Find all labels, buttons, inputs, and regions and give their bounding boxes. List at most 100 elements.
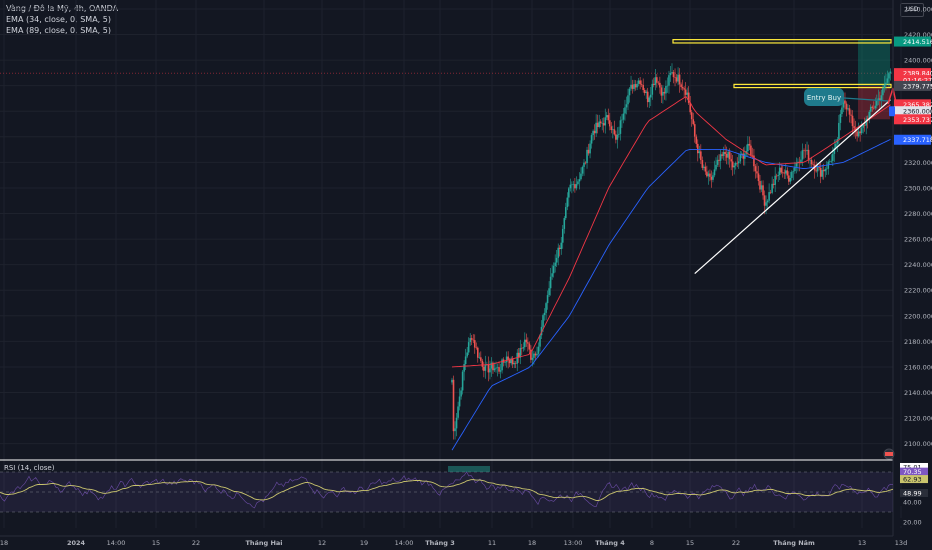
- candle-body: [704, 166, 707, 172]
- candle-body: [734, 162, 737, 166]
- candle-body: [847, 108, 849, 110]
- candle-body: [874, 105, 877, 109]
- candle-body: [551, 273, 553, 277]
- candle-body: [724, 151, 726, 154]
- candle-body: [595, 122, 597, 134]
- candle-body: [712, 175, 714, 180]
- candle-body: [721, 154, 723, 156]
- candle-body: [809, 159, 811, 161]
- price-tick-label: 2280.000: [904, 210, 932, 218]
- candle-body: [709, 173, 711, 177]
- candle-body: [771, 183, 773, 193]
- candle-body: [672, 72, 675, 78]
- price-tag-label: 2365.382: [903, 101, 932, 109]
- candle-body: [625, 104, 628, 108]
- price-tick-label: 2140.000: [904, 389, 932, 397]
- candle-body: [630, 84, 632, 89]
- candle-body: [478, 357, 481, 358]
- candle-body: [727, 151, 729, 158]
- candle-body: [748, 143, 751, 146]
- entry-label-text: Entry Buy: [807, 94, 841, 102]
- candle-body: [633, 84, 635, 89]
- candle-body: [756, 171, 758, 174]
- ema34-label: EMA (34, close, 0, SMA, 5): [6, 15, 111, 24]
- candle-body: [627, 95, 629, 105]
- candle-body: [879, 98, 881, 101]
- time-tick-label: Tháng 3: [425, 539, 455, 547]
- candle-body: [742, 153, 745, 159]
- time-tick-label: 15: [152, 539, 160, 547]
- rsi-tag-bg: [900, 475, 928, 484]
- candle-body: [801, 150, 804, 160]
- candle-body: [836, 139, 839, 144]
- candle-body: [484, 364, 487, 371]
- candle-body: [558, 247, 561, 250]
- price-tag-bg: [894, 134, 931, 145]
- candle-body: [828, 161, 831, 162]
- candle-body: [869, 106, 872, 112]
- candle-body: [671, 72, 673, 73]
- candle-body: [707, 173, 710, 177]
- candle-body: [666, 85, 669, 87]
- candle-body: [754, 166, 757, 172]
- price-tick-label: 2440.000: [904, 5, 932, 13]
- candle-body: [677, 74, 679, 82]
- candle-body: [469, 338, 472, 343]
- price-tag-label: 2379.775: [903, 82, 932, 90]
- candle-body: [460, 390, 462, 397]
- candle-body: [740, 153, 743, 155]
- candle-body: [692, 119, 695, 125]
- candle-body: [552, 265, 555, 274]
- candle-body: [458, 396, 461, 407]
- candle-body: [678, 74, 681, 85]
- candle-body: [640, 84, 643, 85]
- alert-marker: [889, 106, 895, 117]
- candle-body: [731, 161, 734, 168]
- price-tag-label: 2353.737: [903, 116, 932, 124]
- price-tag-bg: [894, 36, 931, 47]
- candle-body: [698, 151, 701, 154]
- candle-body: [634, 84, 637, 88]
- time-tick-label: 22: [732, 539, 740, 547]
- price-tag-label: 2360.000: [903, 108, 932, 116]
- candle-body: [659, 82, 661, 88]
- candle-body: [791, 171, 793, 178]
- candle-body: [715, 164, 717, 170]
- candle-body: [841, 107, 843, 114]
- candle-body: [701, 160, 704, 168]
- candle-body: [774, 175, 776, 185]
- candle-body: [560, 242, 563, 250]
- candle-body: [589, 143, 591, 154]
- candle-body: [753, 155, 755, 167]
- candle-body: [824, 169, 827, 172]
- candle-body: [499, 370, 502, 372]
- candle-body: [883, 84, 886, 89]
- candle-body: [863, 124, 866, 126]
- candle-body: [619, 120, 622, 134]
- candle-body: [684, 89, 687, 95]
- candle-body: [587, 149, 590, 154]
- ema89-label: EMA (89, close, 0, SMA, 5): [6, 26, 111, 35]
- candle-body: [646, 91, 649, 103]
- price-tag-bg: [894, 75, 931, 86]
- candle-body: [821, 170, 824, 177]
- candle-body: [654, 77, 657, 85]
- candle-body: [853, 126, 855, 129]
- candle-body: [780, 167, 783, 173]
- candle-body: [769, 192, 772, 193]
- candle-body: [675, 77, 678, 82]
- candle-body: [747, 143, 749, 152]
- candle-body: [819, 167, 822, 177]
- candle-body: [490, 362, 493, 369]
- time-tick-label: 15: [686, 539, 694, 547]
- candle-body: [615, 134, 617, 140]
- candle-body: [508, 359, 511, 364]
- time-tick-label: 22: [192, 539, 200, 547]
- candle-body: [700, 151, 702, 161]
- candle-body: [810, 159, 813, 165]
- candle-body: [797, 161, 799, 163]
- candle-body: [536, 353, 538, 356]
